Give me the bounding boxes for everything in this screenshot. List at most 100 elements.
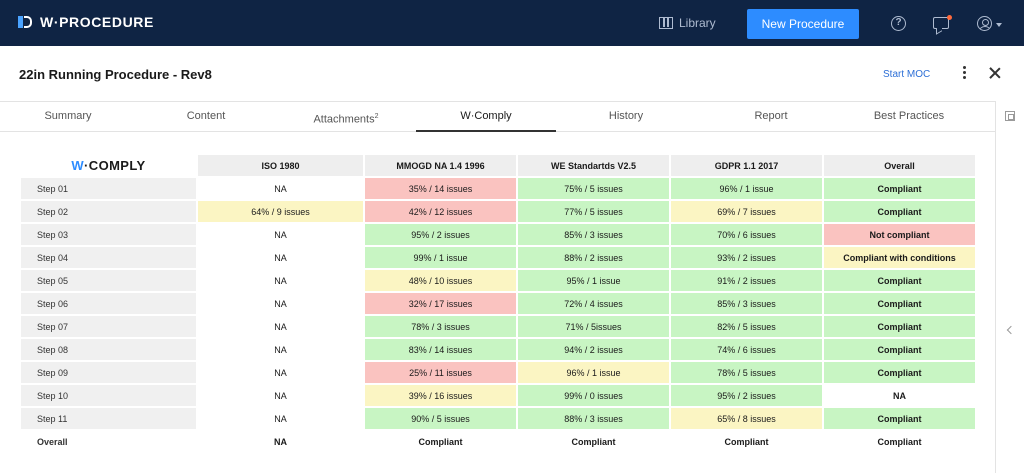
compliance-cell[interactable]: 99% / 1 issue <box>365 247 516 268</box>
close-icon[interactable] <box>989 67 1001 79</box>
compliance-cell[interactable]: 96% / 1 issue <box>671 178 822 199</box>
column-header: ISO 1980 <box>198 155 363 176</box>
overall-status-cell[interactable]: Compliant with conditions <box>824 247 975 268</box>
tab-summary[interactable]: Summary <box>44 110 92 122</box>
step-label[interactable]: Step 11 <box>21 408 196 429</box>
tab-best-practices[interactable]: Best Practices <box>873 110 945 122</box>
compliance-cell[interactable]: NA <box>198 316 363 337</box>
more-options-icon[interactable] <box>963 66 967 80</box>
compliance-cell[interactable]: 72% / 4 issues <box>518 293 669 314</box>
compliance-cell[interactable]: 99% / 0 issues <box>518 385 669 406</box>
compliance-cell[interactable]: 69% / 7 issues <box>671 201 822 222</box>
table-row: Step 09 NA 25% / 11 issues 96% / 1 issue 78%… <box>21 362 975 383</box>
compliance-cell[interactable]: 94% / 2 issues <box>518 339 669 360</box>
step-label[interactable]: Step 03 <box>21 224 196 245</box>
overall-cell: Compliant <box>518 431 669 452</box>
step-label[interactable]: Step 09 <box>21 362 196 383</box>
w-comply-logo: W·COMPLY <box>71 158 146 173</box>
table-row: Step 06 NA 32% / 17 issues 72% / 4 issues 85… <box>21 293 975 314</box>
compliance-cell[interactable]: 64% / 9 issues <box>198 201 363 222</box>
overall-status-cell[interactable]: Compliant <box>824 362 975 383</box>
compliance-cell[interactable]: NA <box>198 270 363 291</box>
compliance-cell[interactable]: 48% / 10 issues <box>365 270 516 291</box>
step-label[interactable]: Step 02 <box>21 201 196 222</box>
compliance-cell[interactable]: 77% / 5 issues <box>518 201 669 222</box>
table-row: Step 05 NA 48% / 10 issues 95% / 1 issue 91%… <box>21 270 975 291</box>
step-label[interactable]: Step 10 <box>21 385 196 406</box>
tab-bar: Summary Content Attachments2 W·Comply Hi… <box>0 101 995 132</box>
compliance-cell[interactable]: 42% / 12 issues <box>365 201 516 222</box>
overall-status-cell[interactable]: Compliant <box>824 201 975 222</box>
tab-content[interactable]: Content <box>186 110 226 122</box>
compliance-cell[interactable]: 95% / 2 issues <box>365 224 516 245</box>
compliance-cell[interactable]: 85% / 3 issues <box>671 293 822 314</box>
compliance-cell[interactable]: NA <box>198 178 363 199</box>
compliance-cell[interactable]: 35% / 14 issues <box>365 178 516 199</box>
compliance-cell[interactable]: 88% / 3 issues <box>518 408 669 429</box>
compliance-cell[interactable]: NA <box>198 247 363 268</box>
step-label[interactable]: Step 04 <box>21 247 196 268</box>
notification-dot <box>947 15 952 20</box>
compliance-cell[interactable]: NA <box>198 339 363 360</box>
compliance-cell[interactable]: 25% / 11 issues <box>365 362 516 383</box>
compliance-cell[interactable]: 88% / 2 issues <box>518 247 669 268</box>
compliance-cell[interactable]: NA <box>198 224 363 245</box>
compliance-cell[interactable]: 83% / 14 issues <box>365 339 516 360</box>
overall-status-cell[interactable]: NA <box>824 385 975 406</box>
step-label[interactable]: Step 07 <box>21 316 196 337</box>
chat-icon[interactable] <box>933 17 949 29</box>
expand-icon[interactable] <box>1005 111 1015 121</box>
library-icon <box>659 17 673 29</box>
overall-status-cell[interactable]: Compliant <box>824 316 975 337</box>
compliance-cell[interactable]: 95% / 2 issues <box>671 385 822 406</box>
compliance-cell[interactable]: 78% / 5 issues <box>671 362 822 383</box>
overall-status-cell[interactable]: Compliant <box>824 293 975 314</box>
overall-status-cell[interactable]: Compliant <box>824 178 975 199</box>
tab-attachments[interactable]: Attachments2 <box>313 113 379 126</box>
overall-cell: NA <box>198 431 363 452</box>
compliance-cell[interactable]: 96% / 1 issue <box>518 362 669 383</box>
compliance-cell[interactable]: 78% / 3 issues <box>365 316 516 337</box>
compliance-cell[interactable]: 91% / 2 issues <box>671 270 822 291</box>
tab-w-comply[interactable]: W·Comply <box>416 102 556 132</box>
overall-status-cell[interactable]: Compliant <box>824 270 975 291</box>
step-label[interactable]: Step 08 <box>21 339 196 360</box>
help-icon[interactable]: ? <box>891 16 906 31</box>
compliance-cell[interactable]: 65% / 8 issues <box>671 408 822 429</box>
library-link[interactable]: Library <box>659 16 716 30</box>
compliance-cell[interactable]: 75% / 5 issues <box>518 178 669 199</box>
compliance-cell[interactable]: 39% / 16 issues <box>365 385 516 406</box>
compliance-cell[interactable]: 93% / 2 issues <box>671 247 822 268</box>
new-procedure-button[interactable]: New Procedure <box>747 9 859 39</box>
compliance-cell[interactable]: 90% / 5 issues <box>365 408 516 429</box>
compliance-cell[interactable]: 32% / 17 issues <box>365 293 516 314</box>
overall-status-cell[interactable]: Compliant <box>824 408 975 429</box>
compliance-cell[interactable]: 71% / 5issues <box>518 316 669 337</box>
page-title: 22in Running Procedure - Rev8 <box>19 67 212 82</box>
compliance-cell[interactable]: NA <box>198 408 363 429</box>
compliance-cell[interactable]: NA <box>198 293 363 314</box>
compliance-cell[interactable]: NA <box>198 385 363 406</box>
overall-status-cell[interactable]: Not compliant <box>824 224 975 245</box>
compliance-cell[interactable]: 95% / 1 issue <box>518 270 669 291</box>
logo-text: W·PROCEDURE <box>40 14 154 30</box>
compliance-cell[interactable]: 82% / 5 issues <box>671 316 822 337</box>
tab-history[interactable]: History <box>608 110 644 122</box>
app-logo[interactable]: W·PROCEDURE <box>18 14 154 30</box>
step-label[interactable]: Step 01 <box>21 178 196 199</box>
tab-report[interactable]: Report <box>754 110 788 122</box>
step-label[interactable]: Step 06 <box>21 293 196 314</box>
compliance-cell[interactable]: 70% / 6 issues <box>671 224 822 245</box>
step-label[interactable]: Step 05 <box>21 270 196 291</box>
overall-status-cell[interactable]: Compliant <box>824 339 975 360</box>
chevron-left-icon[interactable] <box>1006 325 1016 335</box>
table-row: Step 03 NA 95% / 2 issues 85% / 3 issues 70%… <box>21 224 975 245</box>
compliance-cell[interactable]: 74% / 6 issues <box>671 339 822 360</box>
user-avatar-icon[interactable] <box>977 16 992 31</box>
compliance-cell[interactable]: 85% / 3 issues <box>518 224 669 245</box>
start-moc-link[interactable]: Start MOC <box>883 69 931 80</box>
compliance-cell[interactable]: NA <box>198 362 363 383</box>
chevron-down-icon[interactable] <box>996 23 1002 27</box>
table-row: Step 04 NA 99% / 1 issue 88% / 2 issues 93% … <box>21 247 975 268</box>
table-header-row: W·COMPLY ISO 1980 MMOGD NA 1.4 1996 WE S… <box>21 155 975 176</box>
